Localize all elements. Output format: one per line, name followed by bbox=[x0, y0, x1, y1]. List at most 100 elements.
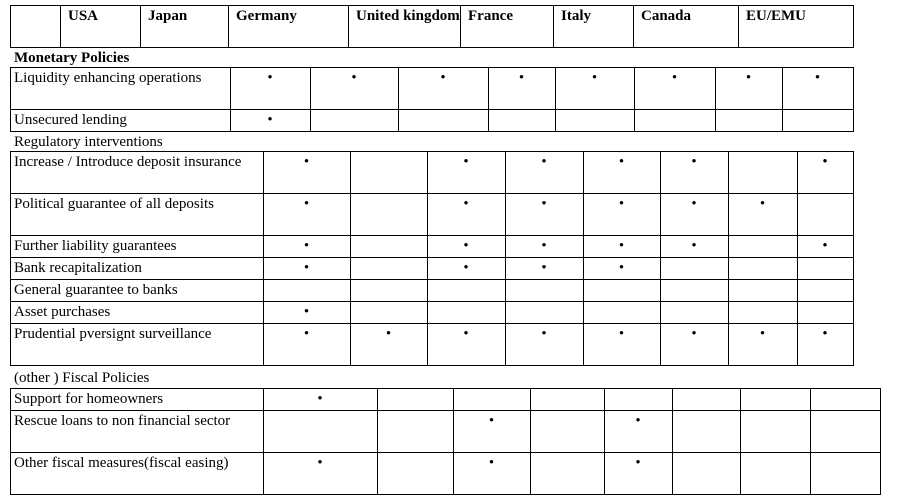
bullet: • bbox=[618, 260, 625, 276]
bullet: • bbox=[385, 326, 392, 342]
border bbox=[583, 323, 584, 365]
border bbox=[853, 67, 854, 109]
border bbox=[740, 410, 741, 452]
border bbox=[583, 279, 584, 301]
border bbox=[10, 47, 854, 48]
column-header: France bbox=[468, 8, 513, 24]
border bbox=[460, 5, 461, 47]
border bbox=[427, 279, 428, 301]
border bbox=[672, 410, 673, 452]
border bbox=[10, 151, 11, 193]
bullet: • bbox=[317, 455, 323, 471]
border bbox=[263, 388, 264, 410]
border bbox=[10, 109, 854, 110]
bullet: • bbox=[541, 260, 547, 276]
border bbox=[505, 279, 506, 301]
border bbox=[228, 5, 229, 47]
border bbox=[853, 109, 854, 131]
bullet: • bbox=[303, 260, 310, 276]
border bbox=[505, 323, 506, 365]
border bbox=[797, 151, 798, 193]
border bbox=[10, 193, 11, 235]
bullet: • bbox=[618, 196, 625, 212]
border bbox=[728, 301, 729, 323]
border bbox=[10, 235, 11, 257]
bullet: • bbox=[303, 326, 310, 342]
border bbox=[310, 67, 311, 109]
border bbox=[10, 5, 854, 6]
border bbox=[488, 109, 489, 131]
border bbox=[810, 410, 811, 452]
border bbox=[853, 323, 854, 365]
border bbox=[350, 235, 351, 257]
border bbox=[398, 67, 399, 109]
border bbox=[10, 301, 11, 323]
border bbox=[740, 452, 741, 494]
border bbox=[530, 452, 531, 494]
border bbox=[728, 257, 729, 279]
border bbox=[427, 151, 428, 193]
border bbox=[427, 257, 428, 279]
bullet: • bbox=[488, 413, 495, 429]
border bbox=[350, 279, 351, 301]
border bbox=[853, 235, 854, 257]
border bbox=[583, 235, 584, 257]
section-title: (other ) Fiscal Policies bbox=[14, 370, 150, 386]
bullet: • bbox=[814, 70, 821, 86]
border bbox=[10, 323, 11, 365]
border bbox=[880, 388, 881, 410]
border bbox=[715, 109, 716, 131]
bullet: • bbox=[759, 196, 766, 212]
border bbox=[263, 257, 264, 279]
border bbox=[505, 235, 506, 257]
bullet: • bbox=[541, 154, 547, 170]
bullet: • bbox=[691, 196, 697, 212]
border bbox=[10, 67, 11, 109]
bullet: • bbox=[541, 326, 547, 342]
border bbox=[10, 452, 11, 494]
bullet: • bbox=[267, 70, 273, 86]
border bbox=[350, 323, 351, 365]
border bbox=[553, 5, 554, 47]
border bbox=[10, 109, 11, 131]
bullet: • bbox=[463, 154, 469, 170]
border bbox=[660, 235, 661, 257]
border bbox=[728, 193, 729, 235]
column-header: EU/EMU bbox=[746, 8, 806, 24]
column-header: Japan bbox=[148, 8, 188, 24]
bullet: • bbox=[463, 238, 469, 254]
border bbox=[427, 235, 428, 257]
border bbox=[10, 279, 854, 280]
border bbox=[728, 279, 729, 301]
border bbox=[427, 323, 428, 365]
border bbox=[583, 301, 584, 323]
border bbox=[782, 109, 783, 131]
border bbox=[660, 323, 661, 365]
bullet: • bbox=[691, 326, 697, 342]
bullet: • bbox=[822, 238, 828, 254]
column-header: United kingdom bbox=[356, 8, 460, 24]
border bbox=[728, 151, 729, 193]
border bbox=[10, 279, 11, 301]
border bbox=[797, 279, 798, 301]
border bbox=[263, 279, 264, 301]
border bbox=[797, 235, 798, 257]
border bbox=[782, 67, 783, 109]
border bbox=[398, 109, 399, 131]
border bbox=[10, 235, 854, 236]
border bbox=[230, 67, 231, 109]
border bbox=[604, 452, 605, 494]
border bbox=[797, 301, 798, 323]
border bbox=[10, 388, 11, 410]
border bbox=[715, 67, 716, 109]
border bbox=[583, 151, 584, 193]
border bbox=[728, 235, 729, 257]
border bbox=[10, 131, 854, 132]
border bbox=[263, 193, 264, 235]
column-header: USA bbox=[68, 8, 99, 24]
border bbox=[505, 193, 506, 235]
border bbox=[10, 67, 854, 68]
bullet: • bbox=[440, 70, 446, 86]
bullet: • bbox=[591, 70, 598, 86]
border bbox=[453, 388, 454, 410]
